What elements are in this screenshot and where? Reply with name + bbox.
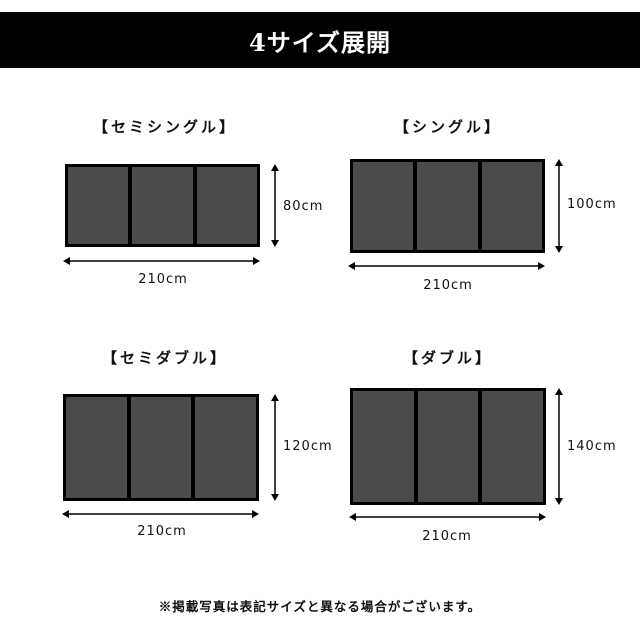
mattress-double: [350, 388, 546, 505]
mattress-panel: [196, 167, 257, 244]
size-title-semi-double: 【セミダブル】: [101, 349, 229, 367]
mattress-panel: [66, 397, 127, 498]
width-label: 210cm: [137, 524, 187, 539]
header-title: 4サイズ展開: [249, 27, 391, 57]
width-label: 210cm: [138, 272, 188, 287]
mattress-panel: [417, 162, 478, 250]
width-label: 210cm: [422, 529, 472, 544]
page-header: 4サイズ展開: [0, 12, 640, 68]
depth-arrow-icon: [555, 159, 563, 253]
width-arrow-icon: [63, 257, 260, 265]
mattress-single: [350, 159, 545, 253]
mattress-semi-double: [63, 394, 259, 501]
mattress-panel: [353, 162, 414, 250]
depth-arrow-icon: [271, 164, 279, 247]
width-label: 210cm: [423, 278, 473, 293]
depth-label: 100cm: [567, 197, 617, 212]
width-arrow-icon: [62, 510, 259, 518]
size-title-single: 【シングル】: [393, 118, 503, 136]
mattress-panel: [417, 391, 479, 502]
mattress-panel: [68, 167, 129, 244]
width-arrow-icon: [349, 513, 546, 521]
depth-label: 140cm: [567, 439, 617, 454]
mattress-panel: [130, 397, 192, 498]
mattress-panel: [353, 391, 414, 502]
footnote: ※掲載写真は表記サイズと異なる場合がございます。: [158, 599, 482, 614]
mattress-panel: [132, 167, 193, 244]
size-title-semi-single: 【セミシングル】: [92, 118, 238, 136]
width-arrow-icon: [348, 262, 545, 270]
mattress-panel: [195, 397, 257, 498]
mattress-panel: [482, 391, 544, 502]
depth-label: 80cm: [283, 199, 324, 214]
mattress-panel: [481, 162, 542, 250]
mattress-semi-single: [65, 164, 260, 247]
depth-arrow-icon: [555, 388, 563, 505]
size-title-double: 【ダブル】: [402, 349, 494, 367]
depth-label: 120cm: [283, 439, 333, 454]
depth-arrow-icon: [271, 394, 279, 501]
